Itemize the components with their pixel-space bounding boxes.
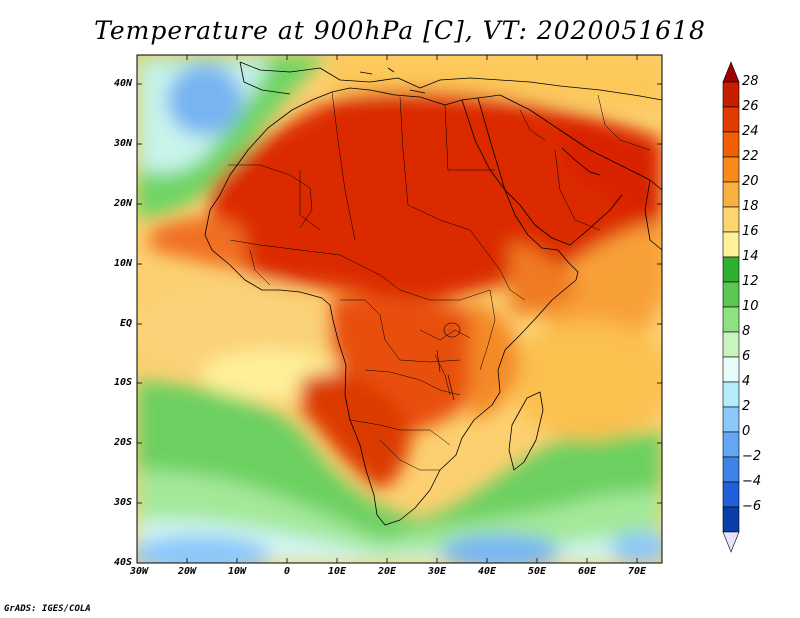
iberia-coast <box>239 61 291 95</box>
lon-label-20e: 20E <box>377 566 397 577</box>
arabia-coastline <box>477 94 662 246</box>
lat-label-40n: 40N <box>113 78 132 89</box>
india-coast <box>644 179 662 251</box>
mediterranean-yellow <box>330 55 662 110</box>
colorbar-swatch <box>722 306 740 333</box>
lat-label-30n: 30N <box>113 138 132 149</box>
cool-atlantic-blue <box>167 64 243 136</box>
lat-label-30s: 30S <box>113 497 132 508</box>
colorbar-swatch <box>722 206 740 233</box>
lat-label-20s: 20S <box>113 437 132 448</box>
iran-hot <box>560 120 662 230</box>
colorbar <box>722 61 740 553</box>
colorbar-label: 28 <box>742 74 759 89</box>
colorbar-label: 14 <box>742 249 759 264</box>
colorbar-swatch <box>722 381 740 408</box>
colorbar-swatch <box>722 431 740 458</box>
map-frame <box>136 54 663 564</box>
red-sea-coast <box>461 99 506 191</box>
colorbar-label: −4 <box>742 474 762 489</box>
southern-africa-hot <box>300 372 411 489</box>
colorbar-swatch <box>722 106 740 133</box>
lakes <box>436 322 461 401</box>
colorbar-label: 4 <box>742 374 751 389</box>
lat-label-10s: 10S <box>113 377 132 388</box>
colorbar-swatch <box>722 356 740 383</box>
colorbar-label: 24 <box>742 124 759 139</box>
colorbar-swatch <box>722 506 740 533</box>
africa-coastline <box>204 87 579 526</box>
lon-label-70e: 70E <box>627 566 647 577</box>
colorbar-label: 6 <box>742 349 751 364</box>
colorbar-label: −2 <box>742 449 762 464</box>
sahara-hot <box>210 90 662 300</box>
colorbar-top-arrow <box>722 61 740 83</box>
east-africa-orange <box>470 300 520 420</box>
colorbar-swatch <box>722 331 740 358</box>
cool-south-blue-right <box>440 534 560 563</box>
lon-label-20w: 20W <box>177 566 197 577</box>
madagascar-coastline <box>508 391 544 471</box>
lon-label-10w: 10W <box>227 566 247 577</box>
colorbar-label: 16 <box>742 224 759 239</box>
lon-label-30w: 30W <box>129 566 149 577</box>
lon-label-0: 0 <box>283 566 291 577</box>
lat-label-40s: 40S <box>113 557 132 568</box>
colorbar-label: 10 <box>742 299 759 314</box>
grads-credit: GrADS: IGES/COLA <box>4 604 91 614</box>
axis-ticks <box>137 55 662 563</box>
lat-label-eq: EQ <box>119 318 132 329</box>
colorbar-label: 22 <box>742 149 759 164</box>
colorbar-label: 2 <box>742 399 751 414</box>
colorbar-swatch <box>722 456 740 483</box>
cool-south-blue-left <box>137 535 270 563</box>
lon-label-10e: 10E <box>327 566 347 577</box>
lat-label-20n: 20N <box>113 198 132 209</box>
colorbar-label: 8 <box>742 324 751 339</box>
colorbar-label: 18 <box>742 199 759 214</box>
cool-south-blue-east <box>610 532 662 563</box>
indian-ocean <box>510 320 662 440</box>
colorbar-label: 0 <box>742 424 751 439</box>
colorbar-label: −6 <box>742 499 762 514</box>
lon-label-60e: 60E <box>577 566 597 577</box>
colorbar-swatch <box>722 256 740 283</box>
persian-gulf <box>561 147 601 176</box>
colorbar-swatch <box>722 81 740 108</box>
colorbar-swatch <box>722 131 740 158</box>
lon-label-40e: 40E <box>477 566 497 577</box>
colorbar-swatch <box>722 481 740 508</box>
colorbar-label: 26 <box>742 99 759 114</box>
europe-coastline <box>239 61 662 101</box>
colorbar-swatch <box>722 281 740 308</box>
lon-label-30e: 30E <box>427 566 447 577</box>
colorbar-swatch <box>722 406 740 433</box>
mediterranean-islands <box>359 67 426 94</box>
colorbar-label: 12 <box>742 274 759 289</box>
colorbar-label: 20 <box>742 174 759 189</box>
colorbar-swatch <box>722 181 740 208</box>
coastlines <box>204 61 662 526</box>
chart-title: Temperature at 900hPa [C], VT: 202005161… <box>94 16 706 45</box>
colorbar-swatch <box>722 231 740 258</box>
colorbar-bottom-arrow <box>722 531 740 553</box>
lat-label-10n: 10N <box>113 258 132 269</box>
colorbar-swatch <box>722 156 740 183</box>
west-africa-hot <box>150 218 250 270</box>
horn-orange <box>510 240 580 314</box>
lon-label-50e: 50E <box>527 566 547 577</box>
temperature-field <box>137 55 662 563</box>
